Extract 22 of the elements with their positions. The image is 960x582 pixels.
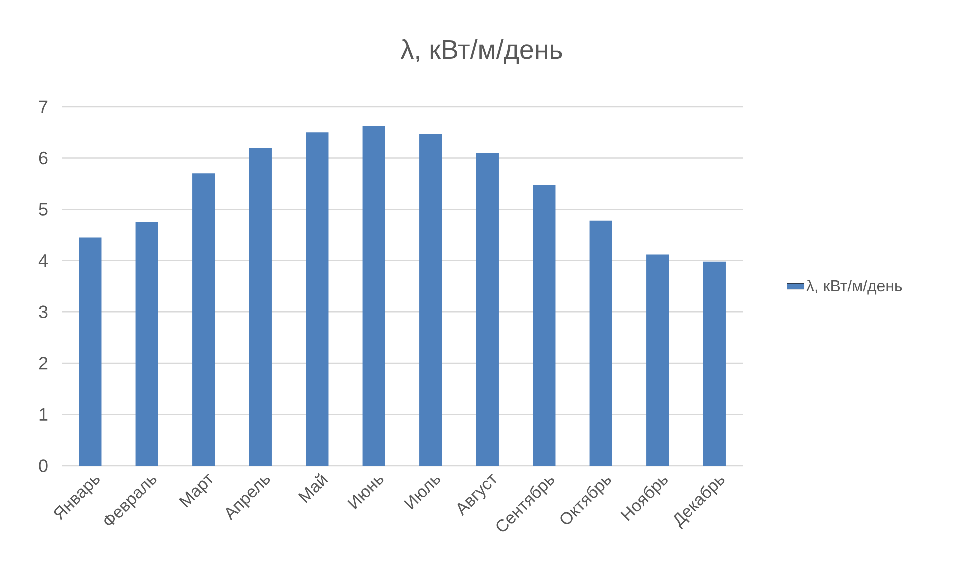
chart-title: λ, кВт/м/день — [400, 40, 562, 64]
bar — [533, 184, 556, 466]
bar — [703, 262, 726, 466]
y-tick-label: 3 — [39, 306, 48, 318]
bar — [420, 134, 442, 466]
bar — [476, 153, 499, 466]
y-tick-label: 1 — [40, 408, 48, 421]
y-tick-label: 2 — [39, 357, 48, 370]
bar — [136, 222, 158, 466]
y-tick-label: 7 — [39, 100, 48, 114]
bar — [362, 126, 386, 466]
bar — [306, 132, 329, 466]
y-tick-label: 5 — [39, 203, 48, 216]
legend-label: λ, кВт/м/день — [806, 280, 902, 295]
bar — [79, 238, 102, 466]
y-tick-label: 4 — [38, 254, 48, 268]
bar — [249, 148, 272, 466]
bar — [192, 174, 216, 466]
bar — [646, 254, 670, 466]
bar — [590, 220, 612, 466]
y-tick-label: 0 — [39, 460, 48, 472]
y-tick-label: 6 — [39, 152, 48, 165]
